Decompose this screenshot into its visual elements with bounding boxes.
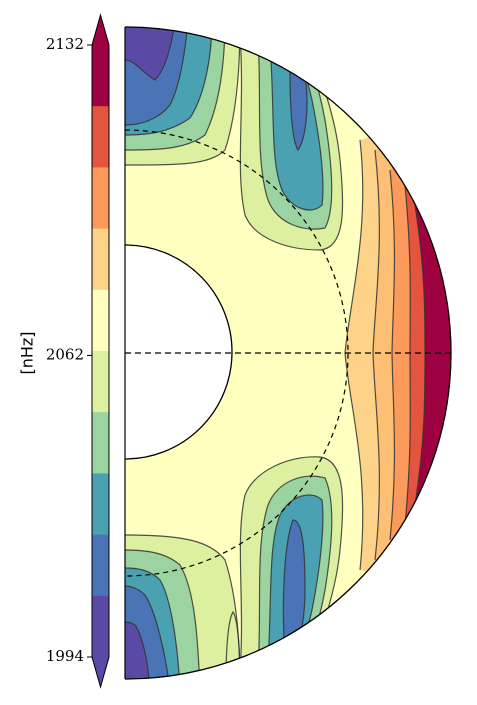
colorbar-segment (92, 412, 109, 474)
colorbar (91, 13, 110, 689)
colorbar-tick-label: 1994 (46, 647, 84, 665)
colorbar-segment (92, 228, 109, 291)
colorbar-segment (92, 289, 109, 352)
colorbar-segment (92, 595, 109, 658)
dashed-radius-circle (124, 129, 349, 577)
colorbar-unit-label: [nHz] (18, 331, 37, 374)
colorbar-extend-bottom (92, 657, 109, 687)
colorbar-segment (92, 45, 109, 107)
inner-core-boundary (124, 244, 233, 460)
colorbar-segment (92, 534, 109, 597)
colorbar-tick-label: 2132 (46, 35, 84, 53)
colorbar-extend-top (92, 15, 109, 45)
contour-plot (124, 26, 452, 680)
contour-fill-south-4 (283, 520, 305, 650)
colorbar-segment (92, 106, 109, 168)
colorbar-tick-label: 2062 (46, 345, 84, 363)
contour-fill-southpole-5 (125, 622, 150, 679)
colorbar-segment (92, 351, 109, 413)
contour-fill-north-4 (290, 70, 308, 150)
contour-fill-northpole-5 (125, 27, 175, 80)
colorbar-segment (92, 473, 109, 536)
colorbar-ticks: 2132 2062 1994 (46, 35, 92, 665)
colorbar-segment (92, 167, 109, 230)
